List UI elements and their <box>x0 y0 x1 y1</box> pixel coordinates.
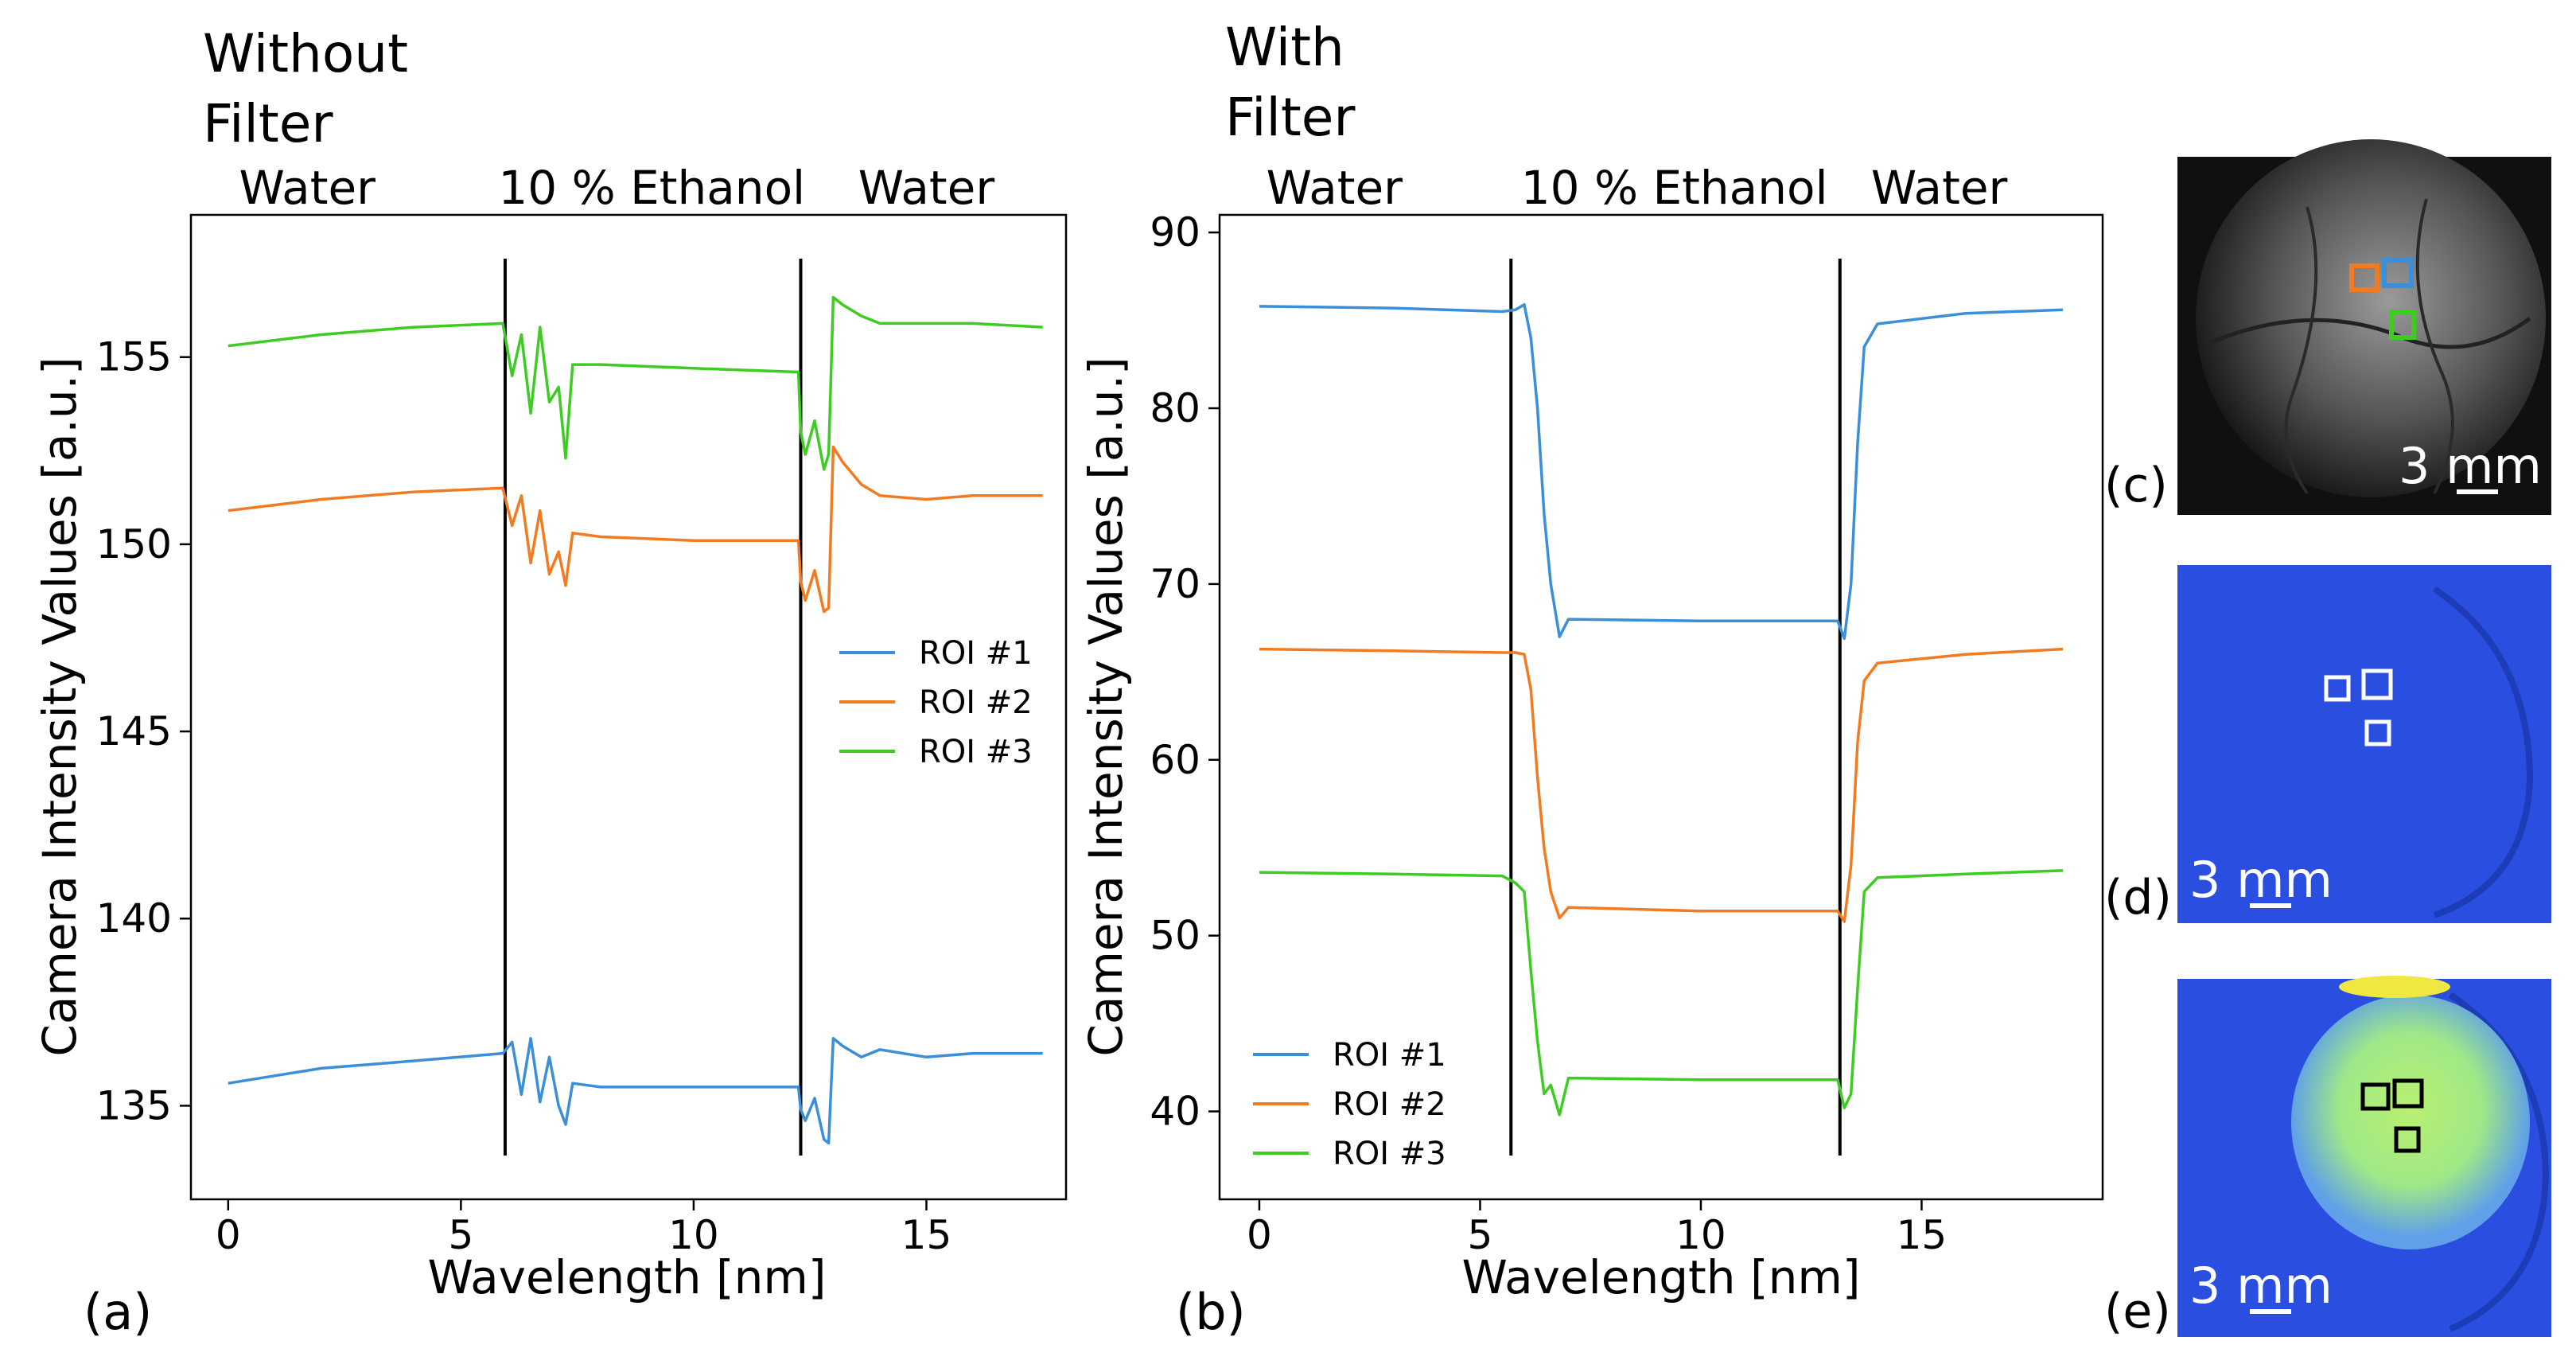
chart-a-panel-label: (a) <box>84 1283 152 1341</box>
chart-a-title-line1: Without <box>203 23 408 84</box>
chart-b-ylabel: Camera Intensity Values [a.u.] <box>1079 357 1133 1056</box>
chart-b-xlabel: Wavelength [nm] <box>1461 1250 1860 1304</box>
chart-b-plot-frame <box>1218 213 2104 1201</box>
series-line-roi-1 <box>1259 302 2064 641</box>
y-tick-label: 135 <box>96 1082 172 1128</box>
image-c-scale-text: 3 mm <box>2399 437 2542 495</box>
x-tick-label: 15 <box>901 1212 952 1258</box>
chart-b-panel-label: (b) <box>1176 1283 1246 1341</box>
chart-a-ylabel: Camera Intensity Values [a.u.] <box>33 357 87 1056</box>
chart-a-title-line2: Filter <box>203 93 333 154</box>
series-line-roi-2 <box>228 445 1043 614</box>
image-c-vessel <box>2284 206 2318 495</box>
chart-a-series <box>228 295 1043 1145</box>
legend-label-roi-1: ROI #1 <box>919 635 1033 672</box>
chart-a-legend: ROI #1 ROI #2 ROI #3 <box>839 635 1033 770</box>
chart-b-segment-labels: Water 10 % Ethanol Water <box>1267 161 2008 215</box>
image-e-roi-box <box>2392 1078 2424 1109</box>
y-tick-label: 80 <box>1150 385 1200 431</box>
y-tick-label: 150 <box>96 521 172 567</box>
segment-label: Water <box>1267 161 1403 215</box>
segment-label: Water <box>858 161 995 215</box>
image-d-scale-text: 3 mm <box>2189 851 2333 909</box>
image-c-roi-3-box <box>2389 310 2416 340</box>
x-tick-label: 0 <box>1247 1212 1272 1258</box>
y-tick-label: 40 <box>1150 1089 1200 1135</box>
image-c-label: (c) <box>2104 458 2168 513</box>
image-e-highlight <box>2339 976 2450 998</box>
chart-b-title-line1: With <box>1225 17 1344 78</box>
image-c-roi-1-box <box>2382 258 2414 288</box>
image-c-roi-2-box <box>2349 263 2379 292</box>
image-d-background <box>2177 565 2551 923</box>
chart-b-title-line2: Filter <box>1225 87 1356 148</box>
x-tick-label: 10 <box>1675 1212 1726 1258</box>
legend-label-roi-3: ROI #3 <box>1333 1136 1446 1172</box>
x-tick-label: 5 <box>1468 1212 1493 1258</box>
segment-label: Water <box>1871 161 2008 215</box>
image-d-tissue-edge <box>2432 586 2534 918</box>
chart-b-series <box>1259 302 2064 1117</box>
chart-panel-b: With Filter (b) Wavelength [nm] Camera I… <box>1079 17 2104 1341</box>
chart-b-vlines <box>1509 259 1842 1156</box>
x-tick-label: 5 <box>448 1212 473 1258</box>
image-d-roi-box <box>2361 668 2393 700</box>
chart-a-plot-frame <box>189 213 1068 1201</box>
chart-a-ticks: 0 5 10 15 135 140 145 150 155 <box>96 334 952 1258</box>
x-tick-label: 15 <box>1897 1212 1948 1258</box>
image-e-glow-region <box>2291 995 2530 1249</box>
series-line-roi-2 <box>1259 647 2064 923</box>
image-e-scale-text: 3 mm <box>2189 1257 2333 1315</box>
image-c-illuminated-field <box>2196 139 2546 497</box>
segment-label: 10 % Ethanol <box>498 161 805 215</box>
segment-label: Water <box>239 161 376 215</box>
image-panel-c: 3 mm (c) <box>2104 139 2551 515</box>
chart-a-segment-labels: Water 10 % Ethanol Water <box>239 161 995 215</box>
image-c-vessel <box>2211 316 2531 349</box>
x-tick-label: 0 <box>216 1212 241 1258</box>
chart-b-legend: ROI #1 ROI #2 ROI #3 <box>1253 1037 1446 1172</box>
y-tick-label: 70 <box>1150 561 1200 607</box>
series-line-roi-3 <box>228 295 1043 471</box>
image-e-roi-box <box>2360 1082 2391 1111</box>
series-line-roi-1 <box>228 1037 1043 1145</box>
legend-label-roi-2: ROI #2 <box>1333 1086 1446 1123</box>
chart-panel-a: Without Filter (a) Wavelength [nm] Camer… <box>33 23 1068 1341</box>
image-panel-d: 3 mm (d) <box>2104 565 2551 926</box>
y-tick-label: 50 <box>1150 913 1200 959</box>
image-d-label: (d) <box>2104 870 2172 926</box>
image-c-vessel <box>2415 198 2454 494</box>
legend-label-roi-1: ROI #1 <box>1333 1037 1446 1074</box>
segment-label: 10 % Ethanol <box>1521 161 1828 215</box>
x-tick-label: 10 <box>668 1212 719 1258</box>
image-e-label: (e) <box>2104 1284 2171 1339</box>
legend-label-roi-3: ROI #3 <box>919 734 1033 770</box>
series-line-roi-3 <box>1259 869 2064 1117</box>
chart-a-xlabel: Wavelength [nm] <box>427 1250 826 1304</box>
y-tick-label: 145 <box>96 708 172 754</box>
chart-b-ticks: 0 5 10 15 40 50 60 70 80 90 <box>1150 209 1947 1258</box>
y-tick-label: 60 <box>1150 737 1200 783</box>
y-tick-label: 90 <box>1150 209 1200 255</box>
image-e-roi-box <box>2394 1126 2421 1153</box>
image-panel-e: 3 mm (e) <box>2104 976 2551 1339</box>
y-tick-label: 140 <box>96 895 172 941</box>
image-d-roi-box <box>2324 675 2351 702</box>
y-tick-label: 155 <box>96 334 172 380</box>
legend-label-roi-2: ROI #2 <box>919 684 1033 721</box>
image-d-roi-box <box>2364 719 2391 746</box>
